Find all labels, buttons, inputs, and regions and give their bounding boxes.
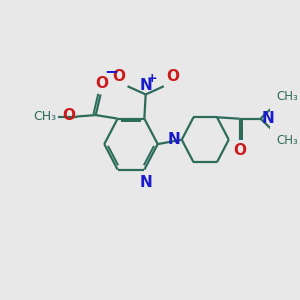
- Text: CH₃: CH₃: [276, 90, 298, 104]
- Text: O: O: [167, 70, 179, 85]
- Text: CH₃: CH₃: [276, 134, 298, 147]
- Text: N: N: [139, 78, 152, 93]
- Text: N: N: [168, 132, 180, 147]
- Text: N: N: [139, 175, 152, 190]
- Text: N: N: [262, 111, 275, 126]
- Text: CH₃: CH₃: [33, 110, 56, 123]
- Text: O: O: [112, 70, 125, 85]
- Text: O: O: [95, 76, 108, 91]
- Text: O: O: [62, 109, 75, 124]
- Text: +: +: [146, 72, 157, 85]
- Text: −: −: [105, 62, 118, 80]
- Text: O: O: [233, 143, 246, 158]
